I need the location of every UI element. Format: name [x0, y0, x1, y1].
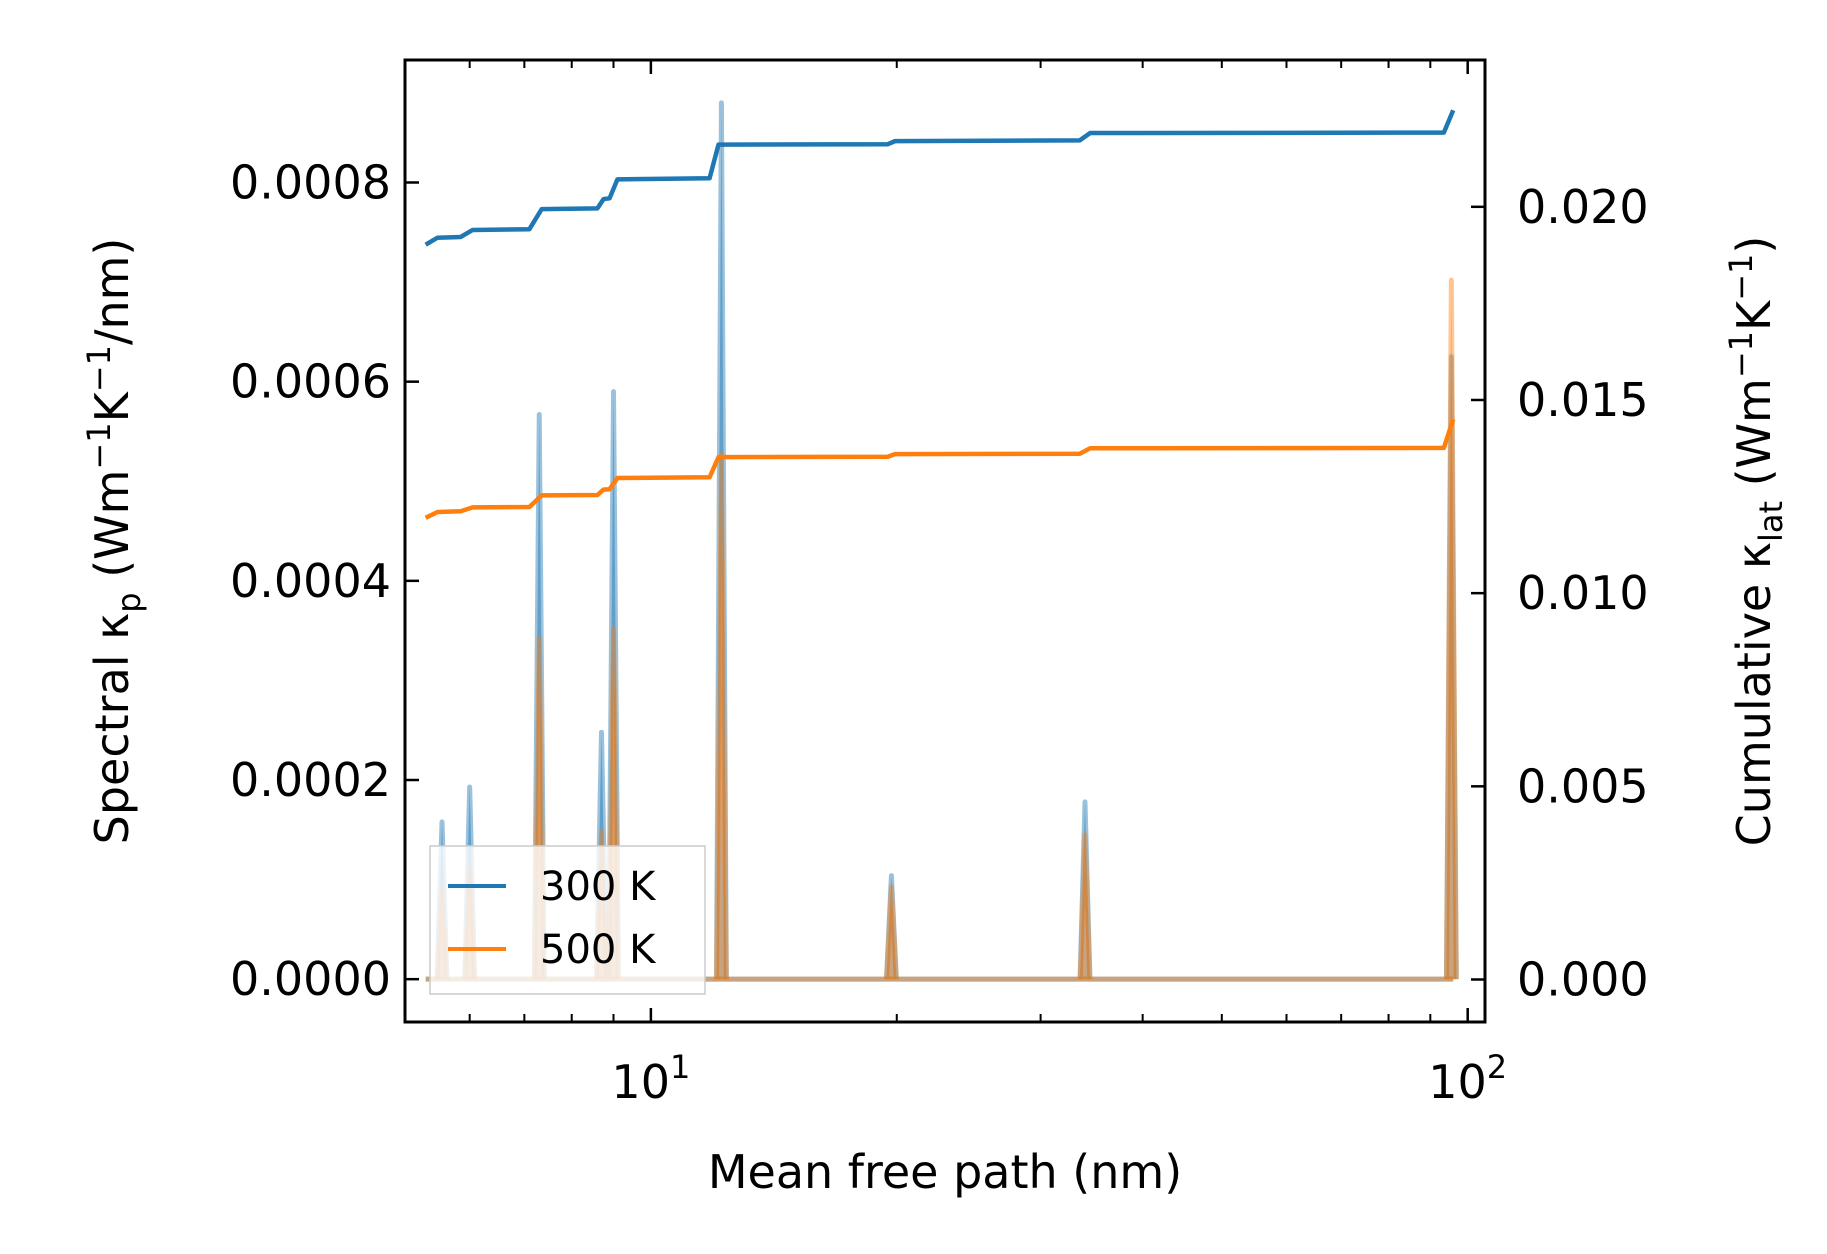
y-left-tick-label-4: 0.0008 — [230, 155, 391, 209]
x-tick-label-0: 101 — [611, 1048, 690, 1109]
spectral-peak-300k-8 — [1443, 354, 1459, 980]
y-right-tick-label-4: 0.020 — [1517, 180, 1649, 234]
spectral-peak-fill-300k-4 — [608, 391, 619, 980]
spectral-peak-fill-300k-2 — [534, 414, 545, 980]
x-axis-label: Mean free path (nm) — [708, 1145, 1182, 1199]
cumulative-layer — [424, 109, 1456, 520]
spectral-peak-fill-500k-7 — [1080, 834, 1090, 980]
spectral-peak-fill-300k-8 — [1446, 356, 1457, 980]
spectral-peak-fill-500k-5 — [716, 453, 727, 980]
y-left-tick-label-3: 0.0006 — [230, 355, 391, 409]
legend: 300 K 500 K — [429, 845, 706, 995]
spectral-peak-500k-7 — [1077, 832, 1093, 980]
plot-frame — [403, 58, 1487, 1024]
cumulative-line-300k — [424, 109, 1456, 247]
spectral-peak-fill-300k-7 — [1080, 801, 1090, 980]
spectral-peak-fill-300k-5 — [716, 102, 727, 980]
spectral-peak-500k-5 — [714, 450, 729, 980]
x-tick-label-1: 102 — [1428, 1048, 1507, 1109]
legend-label-500k: 500 K — [540, 927, 657, 973]
y-right-tick-label-2: 0.010 — [1517, 566, 1649, 620]
spectral-peak-fill-500k-8 — [1446, 280, 1457, 980]
y-left-tick-label-1: 0.0002 — [230, 753, 391, 807]
spectral-peak-300k-7 — [1077, 799, 1093, 980]
spectral-peak-300k-5 — [714, 100, 729, 980]
y-left-tick-label-2: 0.0004 — [230, 554, 391, 608]
y-right-tick-label-1: 0.005 — [1517, 759, 1649, 813]
spectral-peak-fill-500k-6 — [886, 886, 897, 980]
y-axis-right-label: Cumulative κlat (Wm−1K−1) — [1722, 236, 1790, 847]
legend-box — [429, 845, 706, 995]
y-axis-left-label: Spectral κp (Wm−1K−1/nm) — [80, 238, 148, 845]
legend-label-300k: 300 K — [540, 864, 657, 910]
labels-layer: 0.0000 0.0002 0.0004 0.0006 0.0008 0.000 0.005… — [230, 155, 1649, 1109]
y-left-tick-label-0: 0.0000 — [230, 952, 391, 1006]
spectral-peak-300k-6 — [884, 873, 899, 980]
spectral-peak-300k-4 — [606, 389, 621, 980]
spectral-peak-300k-2 — [531, 412, 547, 980]
spectral-peak-500k-6 — [884, 884, 899, 980]
spectral-peak-fill-300k-6 — [886, 875, 897, 980]
cumulative-line-500k — [424, 418, 1456, 520]
spectral-peak-500k-8 — [1443, 277, 1459, 980]
y-right-tick-label-0: 0.000 — [1517, 953, 1649, 1007]
y-right-tick-label-3: 0.015 — [1517, 373, 1649, 427]
